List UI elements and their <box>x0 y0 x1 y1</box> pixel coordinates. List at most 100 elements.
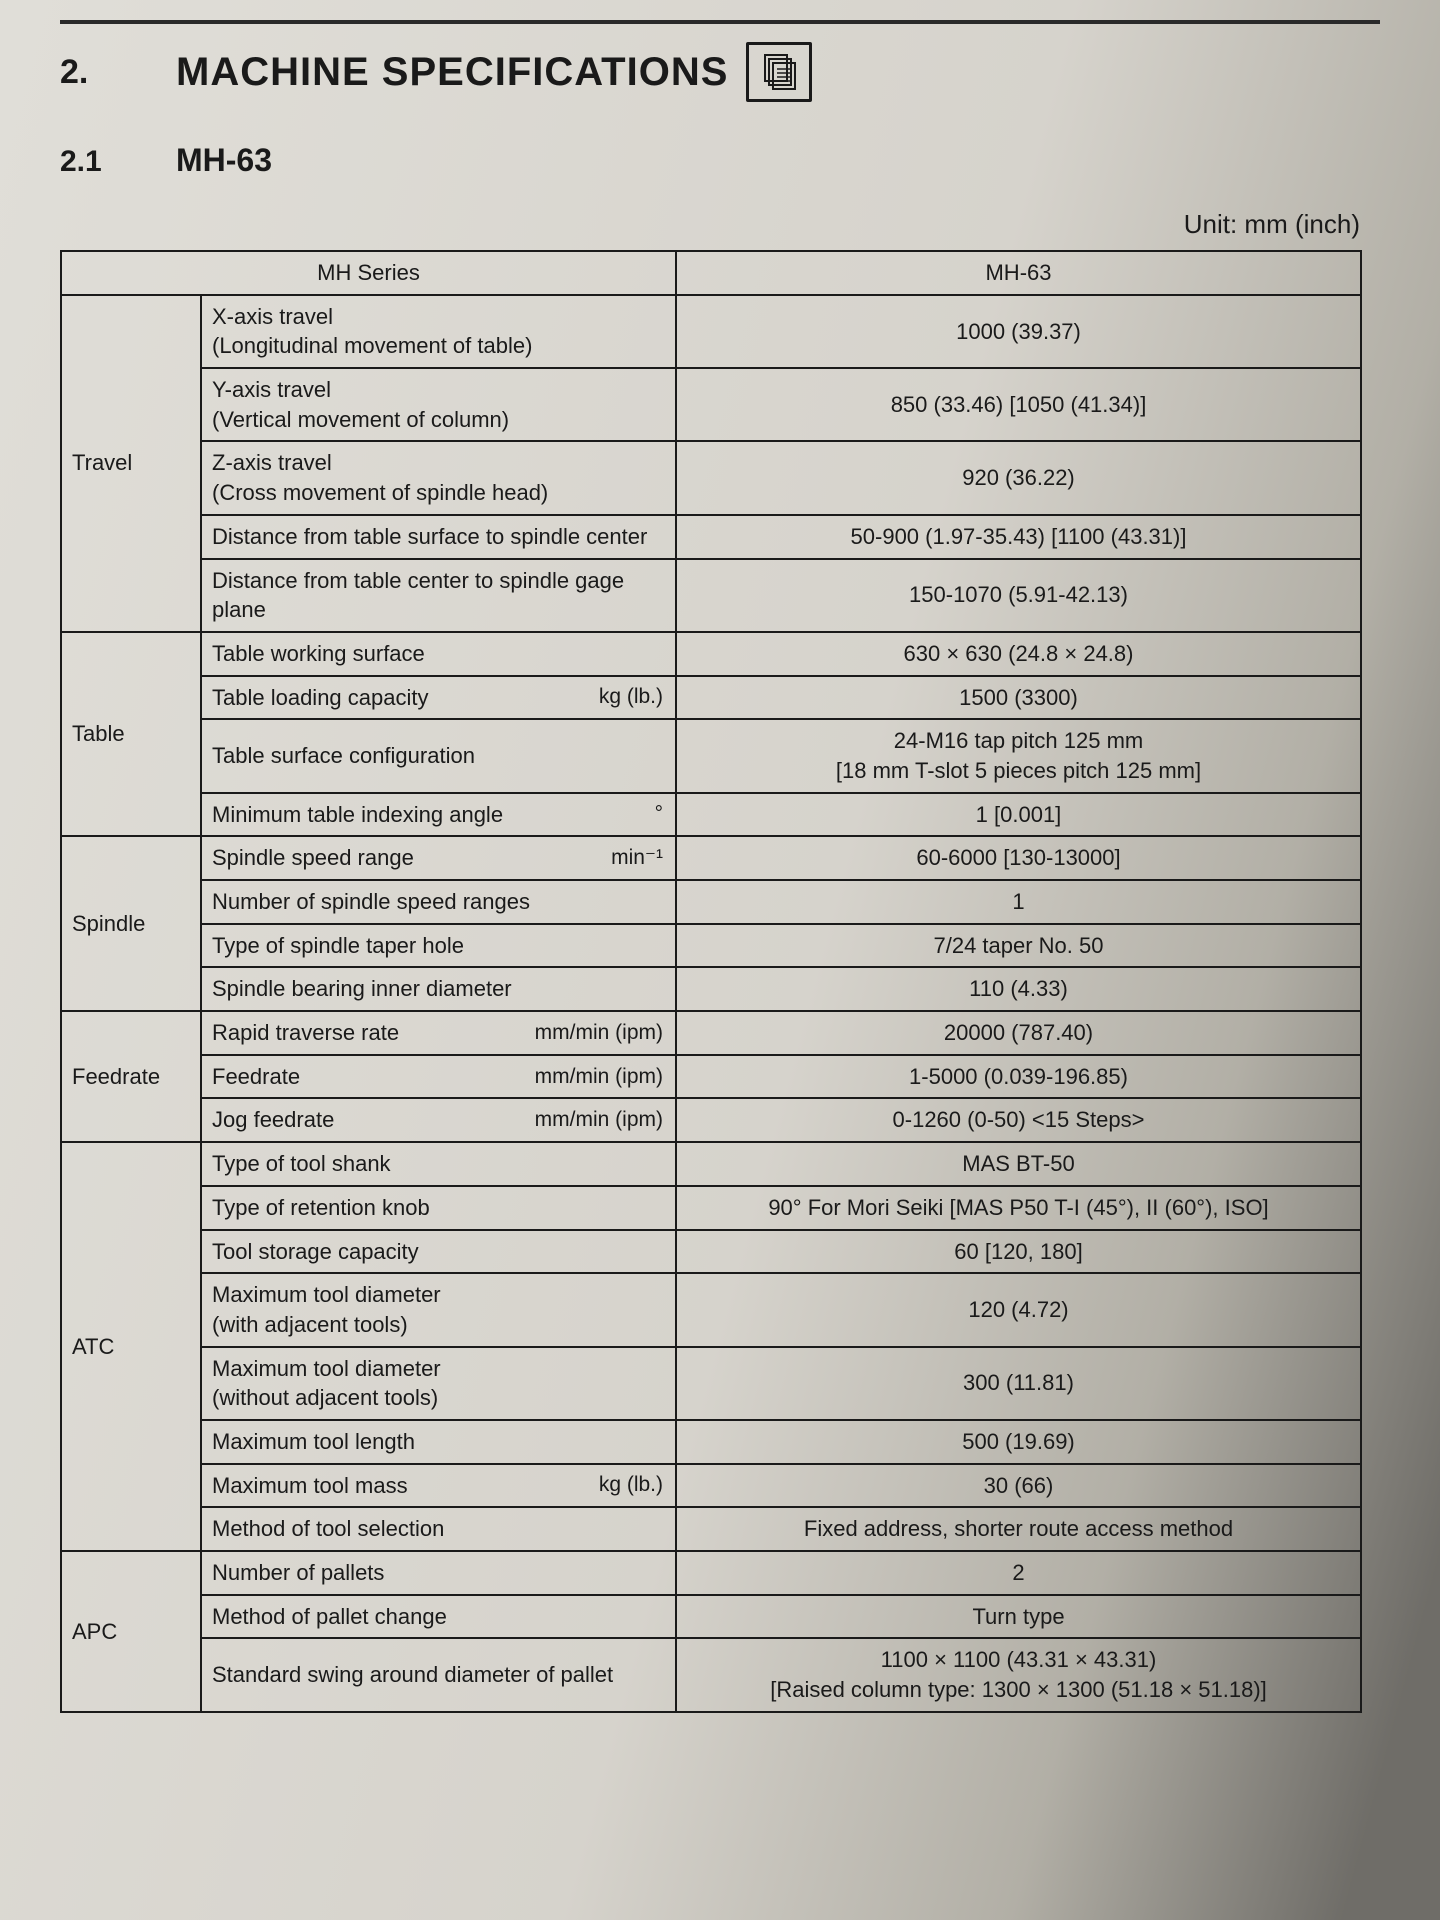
category-cell: Table <box>61 632 201 836</box>
param-cell: Type of tool shank <box>201 1142 676 1186</box>
param-unit: mm/min (ipm) <box>535 1062 663 1090</box>
table-row: Method of pallet change Turn type <box>61 1595 1361 1639</box>
spec-table: MH Series MH-63 TravelX-axis travel(Long… <box>60 250 1362 1713</box>
category-cell: Feedrate <box>61 1011 201 1142</box>
table-row: Distance from table surface to spindle c… <box>61 515 1361 559</box>
param-unit: mm/min (ipm) <box>535 1019 663 1047</box>
param-cell: Method of tool selection <box>201 1507 676 1551</box>
value-cell: 1500 (3300) <box>676 676 1361 720</box>
value-cell: 300 (11.81) <box>676 1347 1361 1420</box>
param-cell: Method of pallet change <box>201 1595 676 1639</box>
value-cell: 110 (4.33) <box>676 967 1361 1011</box>
value-cell: 920 (36.22) <box>676 441 1361 514</box>
section-heading-row: 2. MACHINE SPECIFICATIONS <box>60 42 1380 102</box>
param-text: Method of pallet change <box>212 1604 447 1629</box>
table-header-row: MH Series MH-63 <box>61 251 1361 295</box>
table-row: Type of spindle taper hole7/24 taper No.… <box>61 924 1361 968</box>
table-row: APCNumber of pallets2 <box>61 1551 1361 1595</box>
value-cell: 1100 × 1100 (43.31 × 43.31)[Raised colum… <box>676 1638 1361 1711</box>
param-cell: Table surface configuration <box>201 719 676 792</box>
value-cell: MAS BT-50 <box>676 1142 1361 1186</box>
param-text: Number of spindle speed ranges <box>212 889 530 914</box>
table-row: ATCType of tool shankMAS BT-50 <box>61 1142 1361 1186</box>
section-number: 2. <box>60 53 120 92</box>
param-text: Maximum tool mass <box>212 1473 408 1498</box>
param-cell: Feedrate mm/min (ipm) <box>201 1055 676 1099</box>
section-title-text: MACHINE SPECIFICATIONS <box>176 50 728 95</box>
value-cell: 2 <box>676 1551 1361 1595</box>
value-cell: 60-6000 [130-13000] <box>676 836 1361 880</box>
param-cell: Distance from table center to spindle ga… <box>201 559 676 632</box>
table-row: Z-axis travel(Cross movement of spindle … <box>61 441 1361 514</box>
value-cell: 1 [0.001] <box>676 793 1361 837</box>
table-row: TravelX-axis travel(Longitudinal movemen… <box>61 295 1361 368</box>
param-unit: mm/min (ipm) <box>535 1106 663 1134</box>
category-cell: Spindle <box>61 836 201 1011</box>
table-row: Type of retention knob 90° For Mori Seiki… <box>61 1186 1361 1230</box>
param-text: Type of spindle taper hole <box>212 933 464 958</box>
value-cell: 20000 (787.40) <box>676 1011 1361 1055</box>
table-row: Minimum table indexing angle ° 1 [0.001] <box>61 793 1361 837</box>
value-cell: 630 × 630 (24.8 × 24.8) <box>676 632 1361 676</box>
value-cell: 90° For Mori Seiki [MAS P50 T-I (45°), I… <box>676 1186 1361 1230</box>
param-text: Table surface configuration <box>212 743 475 768</box>
param-text: X-axis travel(Longitudinal movement of t… <box>212 304 532 359</box>
param-cell: X-axis travel(Longitudinal movement of t… <box>201 295 676 368</box>
param-text: Feedrate <box>212 1064 300 1089</box>
param-cell: Table loading capacitykg (lb.) <box>201 676 676 720</box>
table-row: Standard swing around diameter of pallet… <box>61 1638 1361 1711</box>
value-cell: 150-1070 (5.91-42.13) <box>676 559 1361 632</box>
page-top-rule <box>60 20 1380 24</box>
table-row: Method of tool selectionFixed address, s… <box>61 1507 1361 1551</box>
section-title: MACHINE SPECIFICATIONS <box>176 42 812 102</box>
category-cell: APC <box>61 1551 201 1712</box>
param-cell: Standard swing around diameter of pallet <box>201 1638 676 1711</box>
value-cell: 120 (4.72) <box>676 1273 1361 1346</box>
param-text: Spindle bearing inner diameter <box>212 976 512 1001</box>
table-row: Maximum tool diameter(with adjacent tool… <box>61 1273 1361 1346</box>
param-text: Table loading capacity <box>212 685 428 710</box>
table-row: Number of spindle speed ranges 1 <box>61 880 1361 924</box>
table-row: Maximum tool length500 (19.69) <box>61 1420 1361 1464</box>
subsection-title: MH-63 <box>176 142 272 179</box>
category-cell: Travel <box>61 295 201 632</box>
table-row: Jog feedratemm/min (ipm)0-1260 (0-50) <1… <box>61 1098 1361 1142</box>
value-cell: 50-900 (1.97-35.43) [1100 (43.31)] <box>676 515 1361 559</box>
param-text: Z-axis travel(Cross movement of spindle … <box>212 450 548 505</box>
param-unit: kg (lb.) <box>599 1471 663 1499</box>
value-cell: 1-5000 (0.039-196.85) <box>676 1055 1361 1099</box>
table-row: SpindleSpindle speed rangemin⁻¹60-6000 [… <box>61 836 1361 880</box>
param-cell: Minimum table indexing angle ° <box>201 793 676 837</box>
table-row: Table surface configuration 24-M16 tap pi… <box>61 719 1361 792</box>
param-text: Standard swing around diameter of pallet <box>212 1662 613 1687</box>
document-stack-icon <box>746 42 812 102</box>
param-unit: min⁻¹ <box>611 844 663 872</box>
value-cell: 1000 (39.37) <box>676 295 1361 368</box>
subsection-number: 2.1 <box>60 145 120 179</box>
value-cell: 24-M16 tap pitch 125 mm[18 mm T-slot 5 p… <box>676 719 1361 792</box>
param-text: Maximum tool diameter(without adjacent t… <box>212 1356 441 1411</box>
param-text: Minimum table indexing angle <box>212 802 503 827</box>
param-text: Distance from table center to spindle ga… <box>212 568 624 623</box>
param-cell: Tool storage capacity <box>201 1230 676 1274</box>
param-cell: Maximum tool diameter(without adjacent t… <box>201 1347 676 1420</box>
category-cell: ATC <box>61 1142 201 1551</box>
value-cell: Turn type <box>676 1595 1361 1639</box>
subsection-heading-row: 2.1 MH-63 <box>60 142 1380 179</box>
param-text: Type of retention knob <box>212 1195 430 1220</box>
table-row: Tool storage capacity60 [120, 180] <box>61 1230 1361 1274</box>
param-cell: Spindle bearing inner diameter <box>201 967 676 1011</box>
unit-label: Unit: mm (inch) <box>60 209 1360 240</box>
table-row: Feedrate mm/min (ipm) 1-5000 (0.039-196.85… <box>61 1055 1361 1099</box>
param-unit: ° <box>655 800 663 828</box>
param-text: Maximum tool length <box>212 1429 415 1454</box>
manual-page: 2. MACHINE SPECIFICATIONS 2.1 MH-63 Unit… <box>0 0 1440 1920</box>
param-cell: Spindle speed rangemin⁻¹ <box>201 836 676 880</box>
param-cell: Number of pallets <box>201 1551 676 1595</box>
param-cell: Distance from table surface to spindle c… <box>201 515 676 559</box>
param-text: Type of tool shank <box>212 1151 391 1176</box>
value-cell: Fixed address, shorter route access meth… <box>676 1507 1361 1551</box>
param-text: Distance from table surface to spindle c… <box>212 524 647 549</box>
param-cell: Jog feedratemm/min (ipm) <box>201 1098 676 1142</box>
value-cell: 1 <box>676 880 1361 924</box>
